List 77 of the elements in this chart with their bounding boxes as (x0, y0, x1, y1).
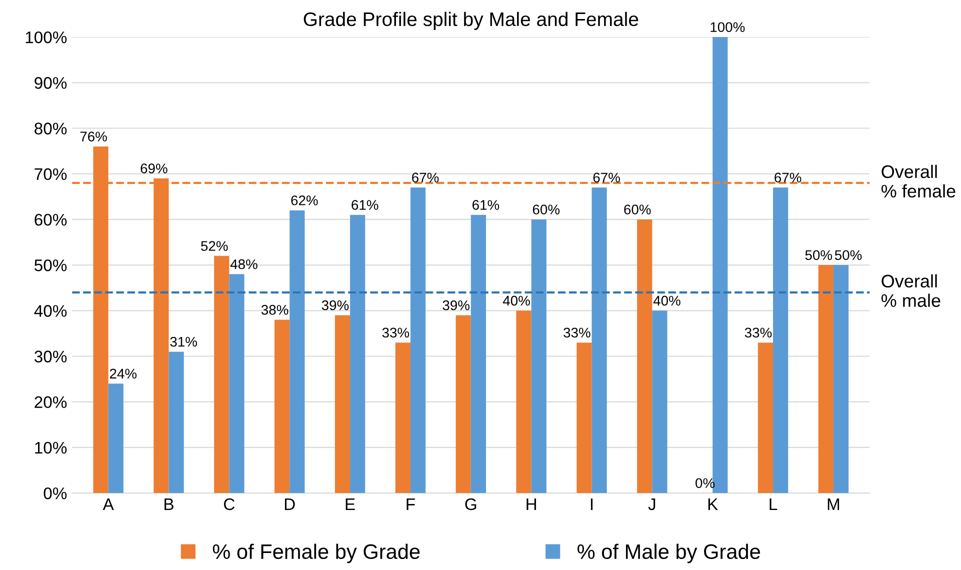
bar (410, 188, 426, 494)
data-label: 67% (412, 172, 439, 183)
bar (531, 219, 546, 494)
x-tick-label: L (770, 498, 778, 510)
bar (516, 310, 532, 494)
y-tick-label: 10% (35, 442, 67, 454)
data-label: 33% (564, 328, 590, 338)
x-tick-label: G (465, 498, 476, 510)
chart-title: Grade Profile split by Male and Female (304, 12, 638, 30)
x-tick-label: H (526, 498, 536, 510)
data-label: 76% (80, 132, 107, 142)
x-tick-label: E (346, 498, 355, 510)
x-tick-label: J (648, 498, 656, 510)
data-label: 40% (653, 296, 680, 306)
y-tick-label: 50% (34, 259, 67, 272)
data-label: 50% (834, 250, 862, 260)
data-label: 60% (624, 204, 651, 214)
x-tick-label: F (406, 498, 415, 510)
x-tick-label: C (224, 498, 235, 510)
data-label: 39% (442, 300, 470, 310)
data-label: 39% (322, 300, 349, 310)
x-tick-label: K (708, 498, 718, 510)
data-label: 62% (291, 195, 318, 206)
bar (758, 342, 774, 494)
data-label: 33% (744, 328, 772, 338)
y-tick-label: 40% (34, 305, 67, 317)
legend-label: % of Male by Grade (578, 544, 760, 564)
bar (350, 214, 366, 494)
bar (108, 384, 124, 494)
data-label: 40% (502, 296, 530, 306)
data-label: 48% (230, 259, 258, 270)
y-tick-label: 20% (34, 396, 67, 408)
data-label: 67% (774, 172, 802, 183)
bar (637, 219, 652, 494)
bar (168, 352, 184, 494)
bar (818, 265, 834, 494)
data-label: 60% (532, 204, 560, 214)
x-tick-label: D (284, 498, 295, 510)
bar (652, 310, 668, 494)
bar (290, 210, 305, 494)
y-tick-label: 0% (44, 487, 67, 500)
bar (592, 188, 607, 494)
data-label: 31% (170, 336, 197, 347)
y-tick-label: 90% (34, 77, 67, 89)
data-label: 38% (261, 304, 288, 315)
y-tick-label: 60% (34, 214, 67, 226)
bar (576, 342, 592, 494)
ref-line-label: Overall % female (881, 164, 956, 198)
ref-line-label: Overall % male (881, 274, 940, 307)
data-label: 69% (140, 164, 168, 174)
x-tick-label: A (102, 498, 114, 510)
x-tick-label: M (828, 498, 840, 510)
x-tick-label: B (164, 498, 174, 510)
bar (229, 274, 244, 494)
data-label: 61% (352, 200, 378, 210)
x-tick-label: I (590, 498, 593, 510)
data-label: 100% (710, 22, 745, 32)
bar (773, 188, 788, 494)
y-tick-label: 80% (34, 122, 67, 134)
y-tick-label: 30% (34, 350, 67, 362)
bar (395, 342, 410, 494)
y-tick-label: 70% (34, 168, 67, 180)
bar (833, 265, 849, 494)
y-tick-label: 100% (26, 31, 67, 44)
data-label: 67% (593, 172, 620, 183)
data-label: 61% (472, 200, 500, 210)
bar (274, 320, 290, 494)
legend-label: % of Female by Grade (212, 544, 420, 564)
data-label: 50% (805, 250, 832, 260)
bar (456, 315, 471, 494)
bar (214, 256, 230, 494)
data-label: 24% (110, 368, 137, 379)
bar (470, 214, 486, 494)
data-label: 33% (382, 328, 410, 338)
bar (712, 37, 728, 494)
data-label: 52% (201, 241, 228, 251)
bar (334, 315, 350, 494)
